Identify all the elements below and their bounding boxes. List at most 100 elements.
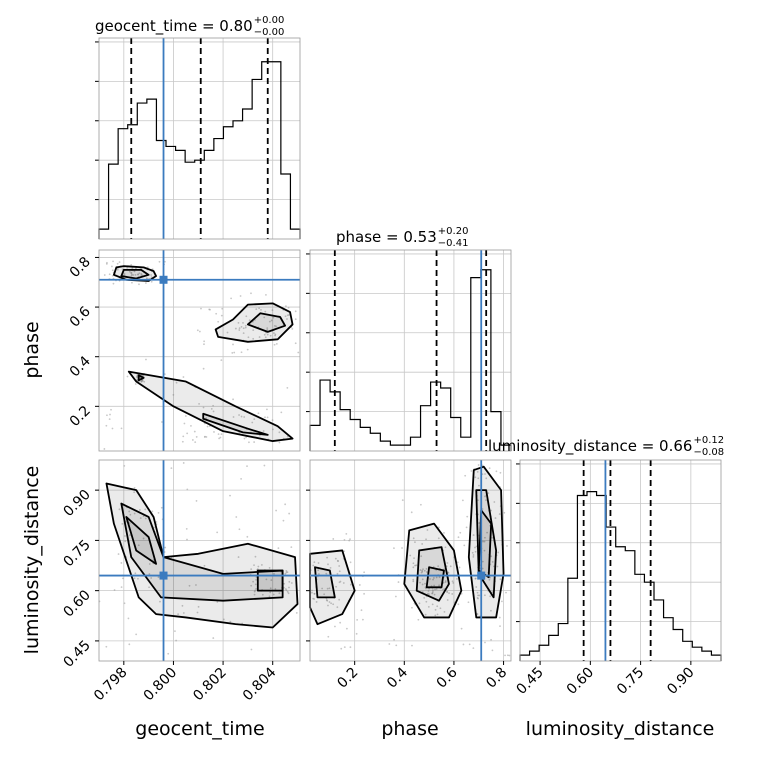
sample-point — [278, 592, 281, 595]
sample-point — [332, 603, 335, 606]
sample-point — [106, 414, 108, 417]
sample-point — [144, 517, 147, 520]
sample-point — [287, 306, 290, 309]
sample-point — [355, 632, 358, 635]
sample-point — [204, 435, 206, 438]
title-plus: +0.12 — [693, 435, 724, 446]
sample-point — [186, 488, 189, 491]
sample-point — [484, 495, 486, 498]
sample-point — [425, 538, 427, 541]
sample-point — [124, 540, 127, 543]
sample-point — [160, 506, 163, 509]
sample-point — [237, 321, 240, 324]
sample-point — [411, 644, 413, 647]
sample-point — [499, 625, 501, 628]
sample-point — [272, 593, 275, 596]
sample-point — [217, 433, 220, 436]
sample-point — [235, 516, 238, 518]
sample-point — [496, 565, 499, 568]
sample-point — [197, 605, 200, 608]
sample-point — [482, 540, 484, 543]
sample-point — [196, 611, 199, 614]
sample-point — [330, 602, 333, 605]
sample-point — [481, 567, 484, 570]
sample-point — [422, 568, 424, 571]
sample-point — [157, 576, 160, 579]
sample-point — [471, 551, 474, 554]
truth-marker — [159, 275, 168, 284]
sample-point — [159, 600, 161, 603]
sample-point — [340, 647, 343, 650]
sample-point — [252, 580, 254, 583]
sample-point — [182, 376, 185, 378]
sample-point — [291, 327, 294, 330]
sample-point — [238, 414, 240, 416]
sample-point — [172, 393, 175, 396]
sample-point — [315, 601, 318, 603]
sample-point — [363, 571, 366, 574]
sample-point — [478, 484, 480, 487]
panel-bg — [310, 250, 511, 451]
sample-point — [459, 531, 462, 534]
sample-point — [123, 464, 126, 467]
sample-point — [263, 464, 266, 467]
sample-point — [497, 551, 500, 554]
sample-point — [332, 538, 335, 540]
sample-point — [264, 416, 266, 419]
histogram-step-luminosity_distance — [519, 490, 722, 661]
sample-point — [232, 416, 235, 418]
sample-point — [144, 508, 147, 511]
sample-point — [484, 641, 486, 644]
sample-point — [266, 329, 269, 331]
title-phase: phase = 0.53 +0.20−0.41 — [336, 226, 468, 249]
sample-point — [230, 297, 233, 300]
title-main: luminosity_distance = 0.66 — [488, 437, 692, 456]
sample-point — [258, 307, 261, 310]
sample-point — [313, 598, 316, 600]
sample-point — [255, 308, 258, 310]
panel-phase_vs_geocent_time — [98, 249, 301, 452]
sample-point — [209, 308, 211, 311]
sample-point — [137, 544, 140, 547]
sample-point — [120, 427, 123, 430]
sample-point — [474, 577, 477, 580]
sample-point — [266, 327, 269, 330]
sample-point — [124, 535, 126, 537]
sample-point — [242, 327, 245, 330]
sample-point — [122, 577, 124, 580]
sample-point — [150, 280, 153, 283]
sample-point — [436, 613, 439, 616]
sample-point — [145, 282, 147, 284]
sample-point — [221, 307, 224, 310]
sample-point — [490, 609, 492, 612]
sample-point — [253, 418, 256, 421]
contour-line — [125, 516, 157, 565]
sample-point — [273, 332, 275, 334]
contour-line — [214, 302, 294, 343]
sample-point — [474, 476, 477, 479]
sample-point — [134, 383, 137, 385]
x-axis-label-geocent_time: geocent_time — [135, 718, 264, 740]
sample-point — [242, 332, 245, 335]
sample-point — [196, 329, 199, 332]
sample-point — [464, 474, 467, 477]
y-tick-label: 0.8 — [67, 254, 94, 281]
sample-point — [238, 327, 241, 330]
sample-point — [195, 584, 197, 586]
sample-point — [360, 609, 363, 612]
sample-point — [234, 327, 237, 330]
sample-point — [254, 583, 257, 586]
sample-point — [233, 351, 236, 354]
sample-point — [188, 584, 191, 587]
x-tick-label: 0.90 — [664, 665, 697, 698]
sample-point — [264, 310, 267, 313]
sample-point — [202, 367, 205, 370]
sample-point — [475, 586, 478, 588]
sample-point — [130, 272, 133, 274]
sample-point — [477, 499, 479, 502]
sample-point — [190, 424, 192, 427]
sample-point — [105, 424, 108, 427]
sample-point — [311, 589, 313, 592]
sample-point — [284, 572, 287, 575]
sample-point — [220, 433, 223, 436]
